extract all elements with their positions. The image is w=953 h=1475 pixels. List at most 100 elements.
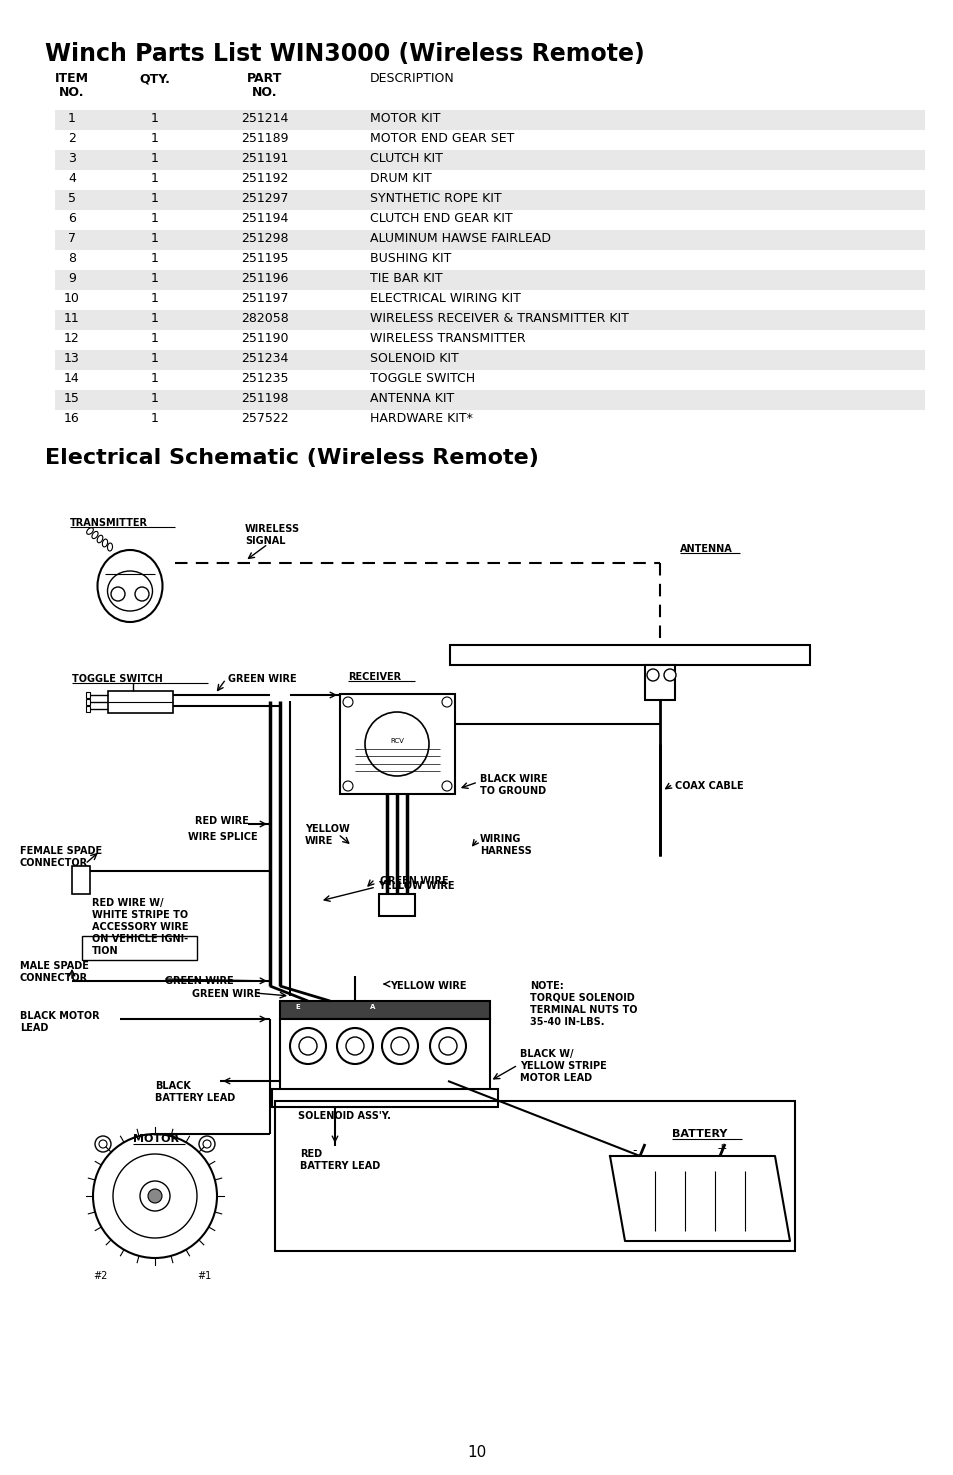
Text: 35-40 IN-LBS.: 35-40 IN-LBS. — [530, 1016, 604, 1027]
Text: 251235: 251235 — [241, 372, 289, 385]
Text: #1: #1 — [196, 1271, 211, 1280]
Text: TION: TION — [91, 945, 118, 956]
Text: BATTERY: BATTERY — [671, 1128, 726, 1139]
Bar — [82, 937, 196, 960]
Text: DESCRIPTION: DESCRIPTION — [370, 72, 455, 86]
Text: TIE BAR KIT: TIE BAR KIT — [370, 271, 442, 285]
Ellipse shape — [97, 535, 103, 543]
Text: 1: 1 — [151, 112, 159, 125]
Bar — [55, 230, 924, 249]
Text: BATTERY LEAD: BATTERY LEAD — [299, 1161, 380, 1171]
Text: 13: 13 — [64, 353, 80, 364]
Text: 1: 1 — [151, 313, 159, 324]
Text: 10: 10 — [467, 1446, 486, 1460]
Circle shape — [111, 587, 125, 600]
Text: RECEIVER: RECEIVER — [348, 673, 400, 681]
Text: NO.: NO. — [252, 86, 277, 99]
Text: 251194: 251194 — [241, 212, 289, 226]
Text: TOGGLE SWITCH: TOGGLE SWITCH — [71, 674, 163, 684]
Text: SIGNAL: SIGNAL — [245, 535, 285, 546]
Text: ANTENNA: ANTENNA — [679, 544, 732, 555]
Text: YELLOW WIRE: YELLOW WIRE — [377, 881, 454, 891]
Text: 251195: 251195 — [241, 252, 289, 266]
Ellipse shape — [87, 528, 93, 534]
Text: MOTOR END GEAR SET: MOTOR END GEAR SET — [370, 131, 514, 145]
Circle shape — [438, 1037, 456, 1055]
Text: 8: 8 — [68, 252, 76, 266]
Bar — [55, 389, 924, 410]
Text: 5: 5 — [68, 192, 76, 205]
Text: PART: PART — [247, 72, 282, 86]
Text: TRANSMITTER: TRANSMITTER — [70, 518, 148, 528]
Bar — [450, 645, 809, 665]
Circle shape — [148, 1189, 162, 1204]
Text: LEAD: LEAD — [20, 1024, 49, 1032]
Circle shape — [441, 780, 452, 791]
Text: NOTE:: NOTE: — [530, 981, 563, 991]
Text: HARNESS: HARNESS — [479, 847, 531, 856]
Text: ALUMINUM HAWSE FAIRLEAD: ALUMINUM HAWSE FAIRLEAD — [370, 232, 551, 245]
Text: SOLENOID KIT: SOLENOID KIT — [370, 353, 458, 364]
Text: +: + — [716, 1142, 726, 1155]
Circle shape — [343, 780, 353, 791]
Circle shape — [199, 1136, 214, 1152]
Circle shape — [135, 587, 149, 600]
Text: 251190: 251190 — [241, 332, 289, 345]
Text: E: E — [294, 1004, 299, 1010]
Text: COAX CABLE: COAX CABLE — [675, 780, 742, 791]
Text: 16: 16 — [64, 412, 80, 425]
Text: 1: 1 — [151, 152, 159, 165]
Bar — [55, 350, 924, 370]
Text: SOLENOID ASS'Y.: SOLENOID ASS'Y. — [297, 1111, 391, 1121]
Text: BATTERY LEAD: BATTERY LEAD — [154, 1093, 235, 1103]
Text: GREEN WIRE: GREEN WIRE — [379, 876, 448, 886]
Circle shape — [365, 712, 429, 776]
Bar — [280, 1002, 490, 1019]
Text: WIRELESS RECEIVER & TRANSMITTER KIT: WIRELESS RECEIVER & TRANSMITTER KIT — [370, 313, 628, 324]
Bar — [55, 270, 924, 291]
Text: RED WIRE W/: RED WIRE W/ — [91, 898, 163, 909]
Circle shape — [290, 1028, 326, 1063]
Circle shape — [298, 1037, 316, 1055]
Text: 1: 1 — [151, 131, 159, 145]
Text: #2: #2 — [92, 1271, 108, 1280]
Ellipse shape — [108, 543, 112, 552]
Bar — [86, 707, 90, 712]
Text: 14: 14 — [64, 372, 80, 385]
Text: DRUM KIT: DRUM KIT — [370, 173, 432, 184]
Text: 1: 1 — [151, 392, 159, 406]
Text: TERMINAL NUTS TO: TERMINAL NUTS TO — [530, 1004, 637, 1015]
Text: 11: 11 — [64, 313, 80, 324]
Bar — [108, 690, 172, 712]
Text: TOGGLE SWITCH: TOGGLE SWITCH — [370, 372, 475, 385]
Text: WHITE STRIPE TO: WHITE STRIPE TO — [91, 910, 188, 920]
Bar — [71, 866, 90, 894]
Text: 3: 3 — [68, 152, 76, 165]
Text: BLACK W/: BLACK W/ — [519, 1049, 573, 1059]
Circle shape — [663, 670, 676, 681]
Text: BLACK: BLACK — [154, 1081, 191, 1092]
Text: GREEN WIRE: GREEN WIRE — [192, 990, 260, 999]
Bar — [644, 665, 675, 701]
Text: Winch Parts List WIN3000 (Wireless Remote): Winch Parts List WIN3000 (Wireless Remot… — [45, 41, 644, 66]
Bar — [339, 695, 455, 794]
Text: ITEM: ITEM — [55, 72, 89, 86]
Text: -: - — [632, 1145, 637, 1156]
Text: HARDWARE KIT*: HARDWARE KIT* — [370, 412, 473, 425]
Text: ACCESSORY WIRE: ACCESSORY WIRE — [91, 922, 189, 932]
Text: 282058: 282058 — [241, 313, 289, 324]
Text: WIRELESS TRANSMITTER: WIRELESS TRANSMITTER — [370, 332, 525, 345]
Text: 1: 1 — [151, 252, 159, 266]
Text: 1: 1 — [151, 332, 159, 345]
Text: ON VEHICLE IGNI-: ON VEHICLE IGNI- — [91, 934, 188, 944]
Bar — [55, 150, 924, 170]
Circle shape — [336, 1028, 373, 1063]
Text: WIRE: WIRE — [305, 836, 333, 847]
Text: WIRE SPLICE: WIRE SPLICE — [188, 832, 257, 842]
Ellipse shape — [108, 571, 152, 611]
Text: 9: 9 — [68, 271, 76, 285]
Bar — [86, 692, 90, 698]
Text: 12: 12 — [64, 332, 80, 345]
Text: CLUTCH KIT: CLUTCH KIT — [370, 152, 442, 165]
Text: 2: 2 — [68, 131, 76, 145]
